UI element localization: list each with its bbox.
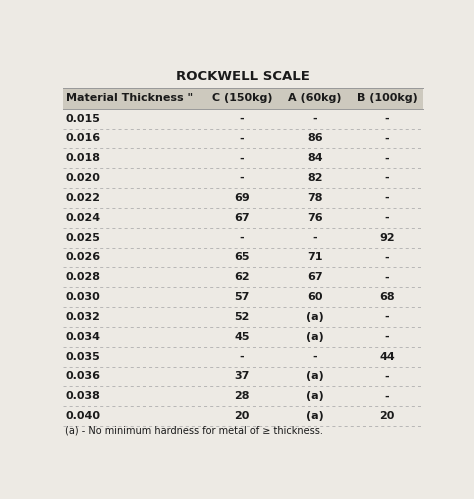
Text: A (60kg): A (60kg) xyxy=(288,93,342,103)
Text: -: - xyxy=(384,312,389,322)
Text: Material Thickness ": Material Thickness " xyxy=(66,93,193,103)
Text: -: - xyxy=(240,133,244,143)
Text: 65: 65 xyxy=(234,252,250,262)
Text: -: - xyxy=(384,153,389,163)
Text: 0.040: 0.040 xyxy=(66,411,101,421)
Text: 0.018: 0.018 xyxy=(66,153,101,163)
Text: 0.015: 0.015 xyxy=(66,114,101,124)
Text: 0.016: 0.016 xyxy=(66,133,101,143)
Text: -: - xyxy=(384,332,389,342)
Text: 0.028: 0.028 xyxy=(66,272,101,282)
Text: ROCKWELL SCALE: ROCKWELL SCALE xyxy=(176,70,310,83)
Text: 20: 20 xyxy=(379,411,395,421)
Text: 69: 69 xyxy=(234,193,250,203)
Text: 78: 78 xyxy=(307,193,323,203)
Text: 67: 67 xyxy=(307,272,323,282)
Text: 52: 52 xyxy=(234,312,250,322)
Text: (a): (a) xyxy=(306,411,324,421)
Text: 76: 76 xyxy=(307,213,323,223)
Text: 71: 71 xyxy=(307,252,323,262)
Text: 0.022: 0.022 xyxy=(66,193,101,203)
Text: -: - xyxy=(384,213,389,223)
Text: 45: 45 xyxy=(234,332,250,342)
Text: 28: 28 xyxy=(234,391,250,401)
Text: -: - xyxy=(240,153,244,163)
Text: 67: 67 xyxy=(234,213,250,223)
Text: -: - xyxy=(384,114,389,124)
Text: -: - xyxy=(313,352,317,362)
Text: 37: 37 xyxy=(234,371,250,381)
Text: (a) - No minimum hardness for metal of ≥ thickness.: (a) - No minimum hardness for metal of ≥… xyxy=(65,425,323,435)
Text: -: - xyxy=(240,114,244,124)
Text: 0.032: 0.032 xyxy=(66,312,101,322)
Text: -: - xyxy=(384,173,389,183)
Text: 0.025: 0.025 xyxy=(66,233,101,243)
Text: -: - xyxy=(313,114,317,124)
Text: (a): (a) xyxy=(306,371,324,381)
Text: 86: 86 xyxy=(307,133,323,143)
Text: 57: 57 xyxy=(234,292,250,302)
Text: -: - xyxy=(240,233,244,243)
Text: 0.036: 0.036 xyxy=(66,371,101,381)
Text: -: - xyxy=(240,352,244,362)
Text: -: - xyxy=(384,391,389,401)
Text: -: - xyxy=(384,371,389,381)
Text: 0.026: 0.026 xyxy=(66,252,101,262)
Text: 0.030: 0.030 xyxy=(66,292,100,302)
Text: 60: 60 xyxy=(307,292,323,302)
Text: (a): (a) xyxy=(306,312,324,322)
Text: 62: 62 xyxy=(234,272,250,282)
Text: 0.035: 0.035 xyxy=(66,352,100,362)
Text: -: - xyxy=(384,272,389,282)
Text: 82: 82 xyxy=(307,173,323,183)
Bar xyxy=(63,88,423,109)
Text: 44: 44 xyxy=(379,352,395,362)
Text: 0.020: 0.020 xyxy=(66,173,101,183)
Text: -: - xyxy=(384,252,389,262)
Text: 0.024: 0.024 xyxy=(66,213,101,223)
Text: B (100kg): B (100kg) xyxy=(356,93,417,103)
Text: -: - xyxy=(384,193,389,203)
Text: -: - xyxy=(240,173,244,183)
Text: 0.034: 0.034 xyxy=(66,332,101,342)
Text: 0.038: 0.038 xyxy=(66,391,101,401)
Text: (a): (a) xyxy=(306,391,324,401)
Text: 92: 92 xyxy=(379,233,395,243)
Text: 68: 68 xyxy=(379,292,395,302)
Text: (a): (a) xyxy=(306,332,324,342)
Text: 20: 20 xyxy=(234,411,250,421)
Text: C (150kg): C (150kg) xyxy=(212,93,272,103)
Text: 84: 84 xyxy=(307,153,323,163)
Text: -: - xyxy=(313,233,317,243)
Text: -: - xyxy=(384,133,389,143)
